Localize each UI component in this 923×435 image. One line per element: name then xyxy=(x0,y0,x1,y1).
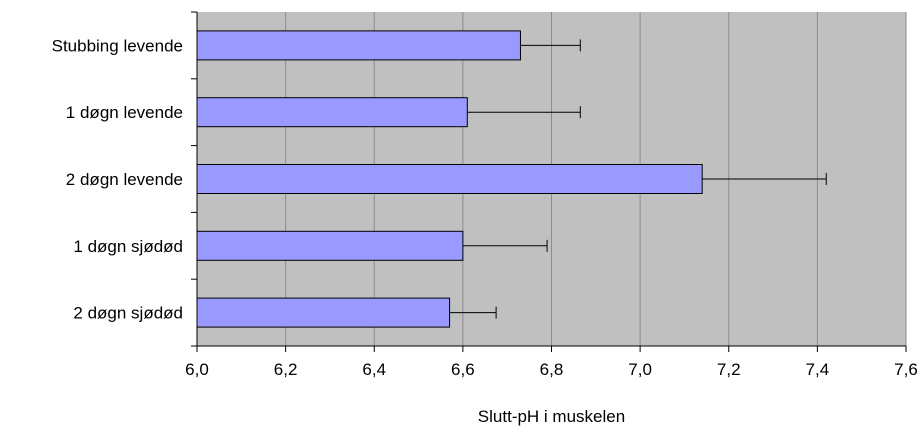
x-tick-label: 6,6 xyxy=(451,360,475,379)
bars xyxy=(196,30,703,328)
category-label: 2 døgn sjødød xyxy=(73,304,183,323)
x-tick-label: 6,4 xyxy=(362,360,386,379)
bar xyxy=(196,297,451,328)
x-tick-label: 6,2 xyxy=(274,360,298,379)
bar xyxy=(196,164,703,194)
x-tick-label: 7,2 xyxy=(717,360,741,379)
error-bars xyxy=(449,39,827,319)
bar xyxy=(196,30,521,61)
x-tick-label: 6,0 xyxy=(185,360,209,379)
x-tick-labels: 6,0 6,2 6,4 6,6 6,8 7,0 7,2 7,4 7,6 xyxy=(185,360,918,379)
category-label: 2 døgn levende xyxy=(66,170,183,189)
axes xyxy=(191,11,906,347)
bar xyxy=(196,97,468,128)
x-tick-label: 6,8 xyxy=(540,360,564,379)
x-tick-label: 7,4 xyxy=(806,360,830,379)
category-label: Stubbing levende xyxy=(52,36,183,55)
x-axis-title: Slutt-pH i muskelen xyxy=(478,407,625,426)
category-labels: Stubbing levende 1 døgn levende 2 døgn lev… xyxy=(52,36,183,322)
x-tick-label: 7,0 xyxy=(628,360,652,379)
x-tick-label: 7,6 xyxy=(894,360,918,379)
bar xyxy=(196,230,464,261)
category-label: 1 døgn levende xyxy=(66,103,183,122)
category-label: 1 døgn sjødød xyxy=(73,237,183,256)
